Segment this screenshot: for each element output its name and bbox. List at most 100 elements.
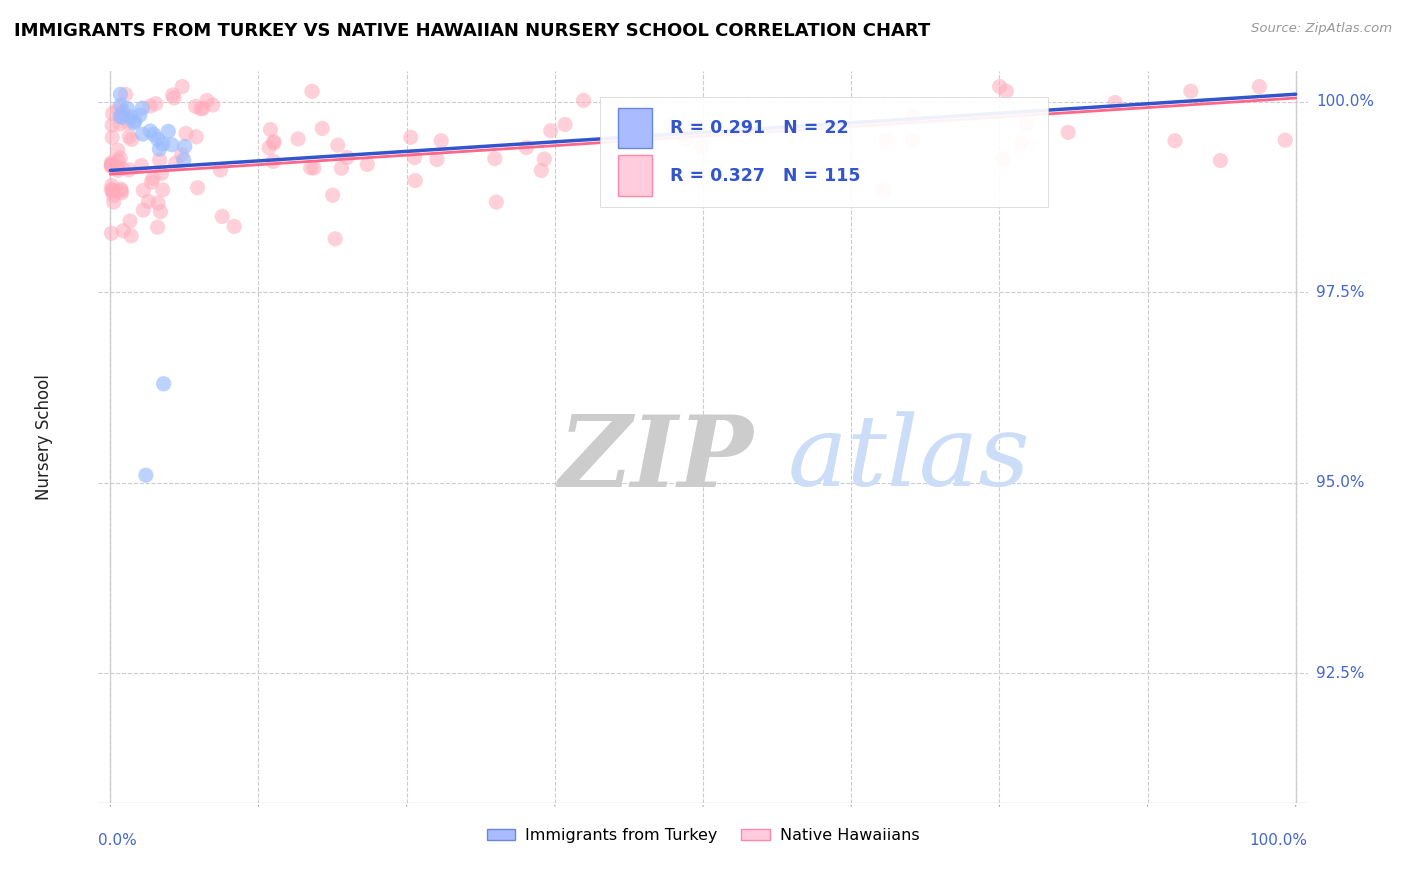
Point	[211, 210, 233, 224]
Point	[145, 96, 167, 111]
Point	[114, 87, 136, 102]
Point	[173, 153, 195, 167]
Point	[1274, 133, 1296, 147]
Point	[1104, 95, 1126, 110]
Point	[132, 183, 155, 197]
Point	[692, 139, 714, 153]
Point	[135, 468, 157, 483]
Point	[101, 106, 124, 120]
Point	[322, 188, 344, 202]
Text: atlas: atlas	[787, 411, 1031, 507]
Point	[100, 158, 122, 172]
Point	[149, 204, 172, 219]
Point	[186, 129, 208, 144]
Point	[146, 132, 169, 146]
Point	[132, 127, 155, 141]
Point	[195, 94, 218, 108]
Point	[107, 102, 129, 116]
Point	[262, 154, 284, 169]
Point	[100, 158, 122, 172]
Point	[101, 130, 124, 145]
Point	[110, 87, 132, 102]
Point	[995, 84, 1018, 98]
Point	[112, 104, 135, 119]
Point	[540, 124, 562, 138]
Point	[430, 134, 453, 148]
Point	[533, 152, 555, 166]
Point	[326, 138, 349, 153]
Point	[263, 136, 285, 150]
Point	[1164, 134, 1187, 148]
Point	[173, 139, 195, 153]
Point	[118, 214, 141, 228]
Point	[209, 163, 232, 178]
Point	[128, 108, 150, 122]
Point	[404, 173, 426, 187]
Point	[872, 183, 894, 197]
Point	[302, 161, 325, 175]
Point	[1015, 117, 1038, 131]
Point	[903, 110, 925, 124]
Point	[124, 114, 146, 128]
Text: R = 0.291   N = 22: R = 0.291 N = 22	[671, 119, 849, 137]
Point	[191, 101, 214, 115]
Point	[139, 99, 162, 113]
Point	[404, 151, 426, 165]
Point	[165, 156, 187, 170]
Point	[122, 116, 145, 130]
Point	[111, 110, 134, 124]
Text: 100.0%: 100.0%	[1250, 833, 1308, 848]
Point	[484, 152, 506, 166]
Point	[1057, 125, 1080, 139]
Point	[103, 195, 125, 210]
Point	[101, 118, 124, 132]
Point	[117, 115, 139, 129]
FancyBboxPatch shape	[619, 108, 652, 148]
Point	[150, 167, 173, 181]
Point	[148, 142, 170, 156]
Point	[118, 129, 141, 144]
Point	[170, 147, 193, 161]
Point	[875, 134, 897, 148]
Point	[100, 226, 122, 240]
Legend: Immigrants from Turkey, Native Hawaiians: Immigrants from Turkey, Native Hawaiians	[481, 822, 925, 850]
Point	[120, 110, 142, 124]
Point	[187, 180, 209, 194]
Point	[117, 102, 139, 116]
Text: ZIP: ZIP	[558, 411, 752, 508]
Point	[100, 160, 122, 174]
Point	[110, 98, 132, 112]
Point	[152, 136, 174, 151]
Point	[146, 220, 169, 235]
Point	[152, 376, 174, 391]
Point	[163, 91, 186, 105]
Point	[485, 195, 508, 210]
Text: IMMIGRANTS FROM TURKEY VS NATIVE HAWAIIAN NURSERY SCHOOL CORRELATION CHART: IMMIGRANTS FROM TURKEY VS NATIVE HAWAIIA…	[14, 22, 931, 40]
Point	[132, 203, 155, 218]
Text: R = 0.327   N = 115: R = 0.327 N = 115	[671, 167, 860, 185]
Point	[426, 153, 449, 167]
Point	[201, 98, 224, 112]
Point	[131, 159, 153, 173]
FancyBboxPatch shape	[600, 97, 1047, 207]
Point	[142, 171, 165, 186]
Point	[103, 184, 125, 198]
Point	[184, 99, 207, 113]
FancyBboxPatch shape	[619, 155, 652, 195]
Point	[110, 182, 132, 196]
Point	[323, 232, 346, 246]
Point	[399, 130, 422, 145]
Text: 92.5%: 92.5%	[1316, 665, 1364, 681]
Point	[554, 118, 576, 132]
Point	[146, 196, 169, 211]
Point	[118, 162, 141, 177]
Point	[224, 219, 246, 234]
Point	[107, 143, 129, 157]
Point	[103, 188, 125, 202]
Point	[112, 224, 135, 238]
Point	[139, 124, 162, 138]
Point	[675, 132, 697, 146]
Point	[659, 118, 682, 132]
Point	[100, 158, 122, 172]
Point	[148, 153, 170, 167]
